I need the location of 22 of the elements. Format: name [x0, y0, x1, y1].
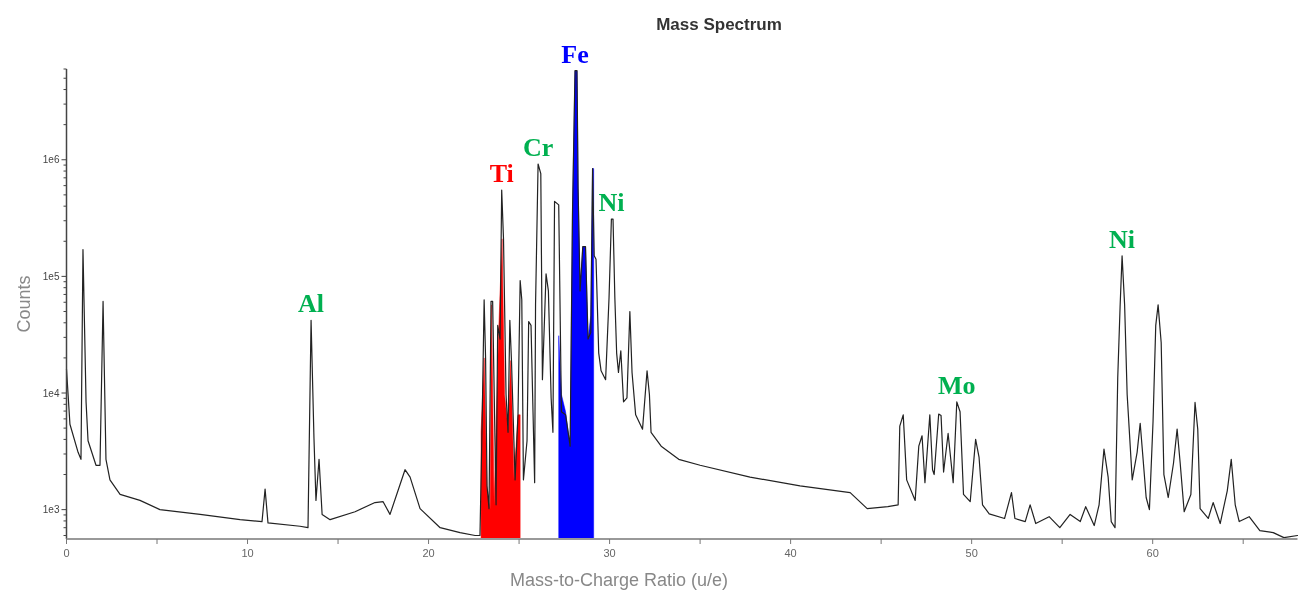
- y-axis-title: Counts: [14, 275, 34, 333]
- x-tick-label: 40: [784, 547, 797, 559]
- x-tick-label: 10: [241, 547, 254, 559]
- annotation: Fe: [561, 39, 589, 69]
- annotation: Cr: [522, 132, 554, 162]
- annotation: Al: [298, 289, 325, 319]
- x-tick-label: 20: [422, 547, 435, 559]
- annotation: Ti: [489, 159, 514, 189]
- y-tick-label: 1e6: [42, 154, 60, 166]
- x-tick-label: 0: [63, 547, 70, 559]
- y-tick-label: 1e5: [42, 270, 60, 282]
- y-tick-label: 1e3: [42, 504, 60, 516]
- annotation: Mo: [938, 370, 976, 400]
- annotation: Ni: [1109, 224, 1136, 254]
- x-tick-label: 60: [1146, 547, 1159, 559]
- line-series: [65, 70, 1298, 539]
- x-tick-label: 30: [603, 547, 616, 559]
- annotation: Ni: [598, 188, 625, 218]
- chart-title: Mass Spectrum: [656, 15, 782, 34]
- x-tick-label: 50: [965, 547, 978, 559]
- y-tick-label: 1e4: [42, 387, 60, 399]
- x-axis-title: Mass-to-Charge Ratio (u/e): [509, 570, 729, 590]
